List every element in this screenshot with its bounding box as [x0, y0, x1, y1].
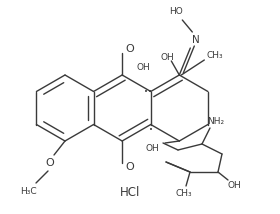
Text: H₃C: H₃C [20, 186, 36, 196]
Text: CH₃: CH₃ [176, 190, 192, 199]
Text: OH: OH [137, 63, 151, 72]
Text: N: N [192, 35, 200, 45]
Text: O: O [126, 44, 134, 54]
Text: OH: OH [146, 144, 160, 153]
Text: CH₃: CH₃ [206, 51, 223, 59]
Text: NH₂: NH₂ [207, 117, 225, 126]
Text: ••: •• [144, 89, 152, 95]
Text: •: • [149, 126, 153, 132]
Text: OH: OH [160, 52, 174, 61]
Text: O: O [46, 158, 54, 168]
Text: O: O [126, 162, 134, 172]
Text: OH: OH [227, 181, 241, 190]
Text: HCl: HCl [120, 186, 140, 199]
Text: HO: HO [169, 7, 183, 16]
